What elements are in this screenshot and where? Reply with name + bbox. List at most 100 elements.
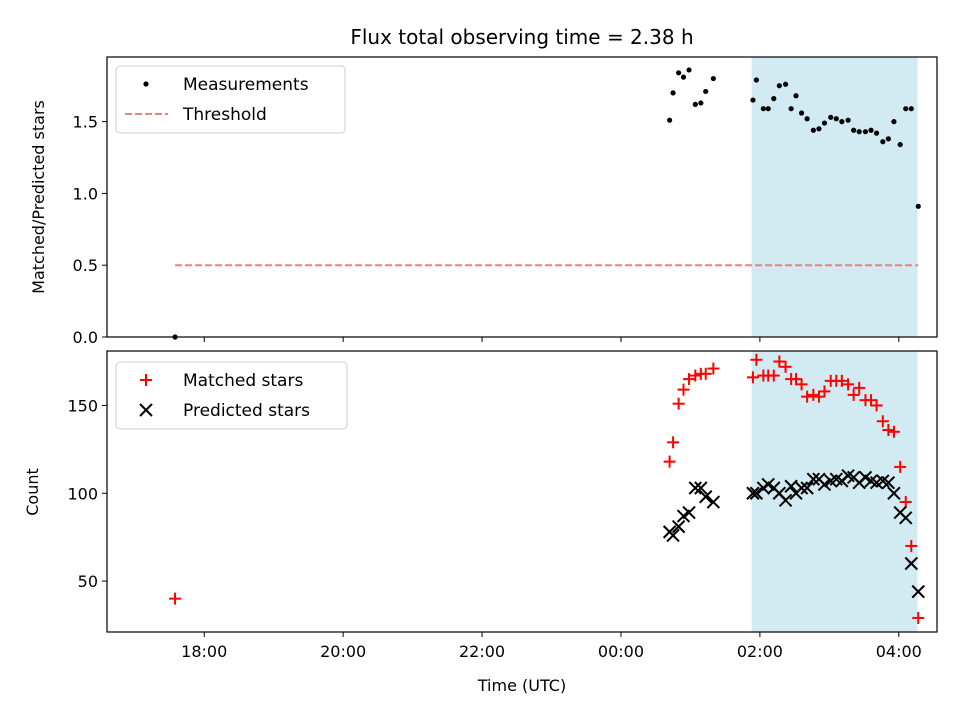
panel-top: 0.0 0.5 1.0 1.5 Matched/Predicted stars Mea… <box>29 56 938 347</box>
legend-measurements-label: Measurements <box>183 75 309 95</box>
matched-star-point <box>750 353 763 366</box>
predicted-star-point <box>706 495 721 509</box>
y-tick-label: 150 <box>67 396 98 415</box>
measurement-point <box>873 130 880 136</box>
measurement-point <box>788 106 794 112</box>
matched-star-point <box>905 539 918 552</box>
predicted-star-point <box>671 519 686 534</box>
y-tick-label: 0.5 <box>73 256 98 275</box>
matched-star-point <box>707 362 720 375</box>
top-y-ticks: 0.0 0.5 1.0 1.5 <box>73 113 107 347</box>
matched-star-point <box>853 381 866 394</box>
predicted-star-point <box>881 476 896 490</box>
measurement-point <box>793 93 799 99</box>
measurement-point <box>776 83 782 89</box>
bottom-legend-box <box>115 361 348 430</box>
top-x-ticks <box>203 337 900 342</box>
measurement-point <box>703 88 709 95</box>
matched-star-point <box>876 415 889 428</box>
bottom-shaded-region <box>751 351 918 632</box>
measurement-point <box>880 139 886 145</box>
measurement-point <box>821 120 828 126</box>
bottom-y-ticks: 50 100 150 <box>67 396 107 591</box>
measurement-point <box>833 116 839 122</box>
y-tick-label: 1.5 <box>73 113 98 132</box>
matched-star-point <box>677 383 690 396</box>
predicted-star-point <box>800 481 814 495</box>
x-tick-label: 18:00 <box>181 642 227 661</box>
predicted-star-point <box>784 479 798 493</box>
top-legend: Measurements Threshold <box>115 65 346 134</box>
matched-star-point <box>865 394 878 407</box>
measurement-point <box>686 67 692 73</box>
legend-measurements-marker <box>143 81 149 87</box>
matched-star-point <box>667 436 680 449</box>
measurement-point <box>885 136 891 142</box>
matched-star-point <box>818 385 831 398</box>
measurement-point <box>670 90 676 96</box>
measurement-point <box>839 119 845 125</box>
matched-star-point <box>835 374 848 387</box>
measurement-point <box>760 106 766 112</box>
matched-star-point <box>870 399 883 412</box>
bottom-axes-frame <box>106 350 938 633</box>
measurement-point <box>903 106 909 112</box>
measurement-point <box>692 101 698 107</box>
measurement-point <box>676 70 682 76</box>
x-tick-label: 22:00 <box>459 642 505 661</box>
matched-star-point <box>912 611 925 624</box>
measurement-point <box>698 100 704 106</box>
matched-star-point <box>812 390 825 403</box>
matched-star-point <box>779 360 792 373</box>
matched-star-point <box>689 369 702 382</box>
predicted-star-point <box>666 528 680 543</box>
matched-star-point <box>683 373 696 386</box>
matched-star-point <box>882 424 895 437</box>
measurement-point <box>862 129 869 135</box>
matched-star-point <box>801 390 814 403</box>
measurement-point <box>845 117 851 123</box>
matched-star-point <box>672 397 685 410</box>
y-tick-label: 100 <box>67 484 98 503</box>
predicted-star-point <box>688 481 703 495</box>
matched-star-point <box>663 455 676 468</box>
measurement-point <box>750 97 756 103</box>
measurement-point <box>868 127 874 133</box>
predicted-star-point <box>887 486 901 500</box>
legend-matched-label: Matched stars <box>183 371 303 391</box>
bottom-legend: Matched stars Predicted stars <box>115 361 348 430</box>
measurement-point <box>710 75 716 82</box>
predicted-star-point <box>778 493 793 507</box>
matched-star-point <box>767 369 780 382</box>
measurement-point <box>897 141 903 148</box>
top-y-axis-label: Matched/Predicted stars <box>29 100 48 294</box>
y-tick-label: 0.0 <box>73 328 98 347</box>
measurement-point <box>804 116 810 122</box>
measurement-point <box>765 106 771 112</box>
matched-star-point <box>746 371 759 384</box>
matched-star-point <box>773 355 786 368</box>
matched-star-point <box>842 378 855 391</box>
matched-star-point <box>894 460 907 473</box>
predicted-star-point <box>794 481 809 495</box>
measurement-point <box>666 117 673 123</box>
bottom-x-ticks: 18:00 20:00 22:00 00:00 02:00 04:00 <box>181 632 922 661</box>
y-tick-label: 1.0 <box>73 184 98 203</box>
matched-star-point <box>899 496 912 509</box>
predicted-star-point <box>817 477 832 492</box>
legend-predicted-label: Predicted stars <box>183 401 310 421</box>
predicted-star-point <box>682 505 696 520</box>
measurement-point <box>816 126 822 132</box>
predicted-star-point <box>749 486 764 500</box>
measurement-point <box>908 106 914 112</box>
predicted-star-point <box>806 472 821 486</box>
matched-star-point <box>847 388 860 401</box>
matched-star-point <box>790 373 803 386</box>
predicted-star-point <box>911 584 925 599</box>
measurement-point <box>915 203 921 209</box>
top-legend-box <box>115 65 346 134</box>
predicted-star-point <box>746 486 760 500</box>
legend-matched-marker <box>140 374 152 386</box>
matched-star-point <box>795 378 808 391</box>
